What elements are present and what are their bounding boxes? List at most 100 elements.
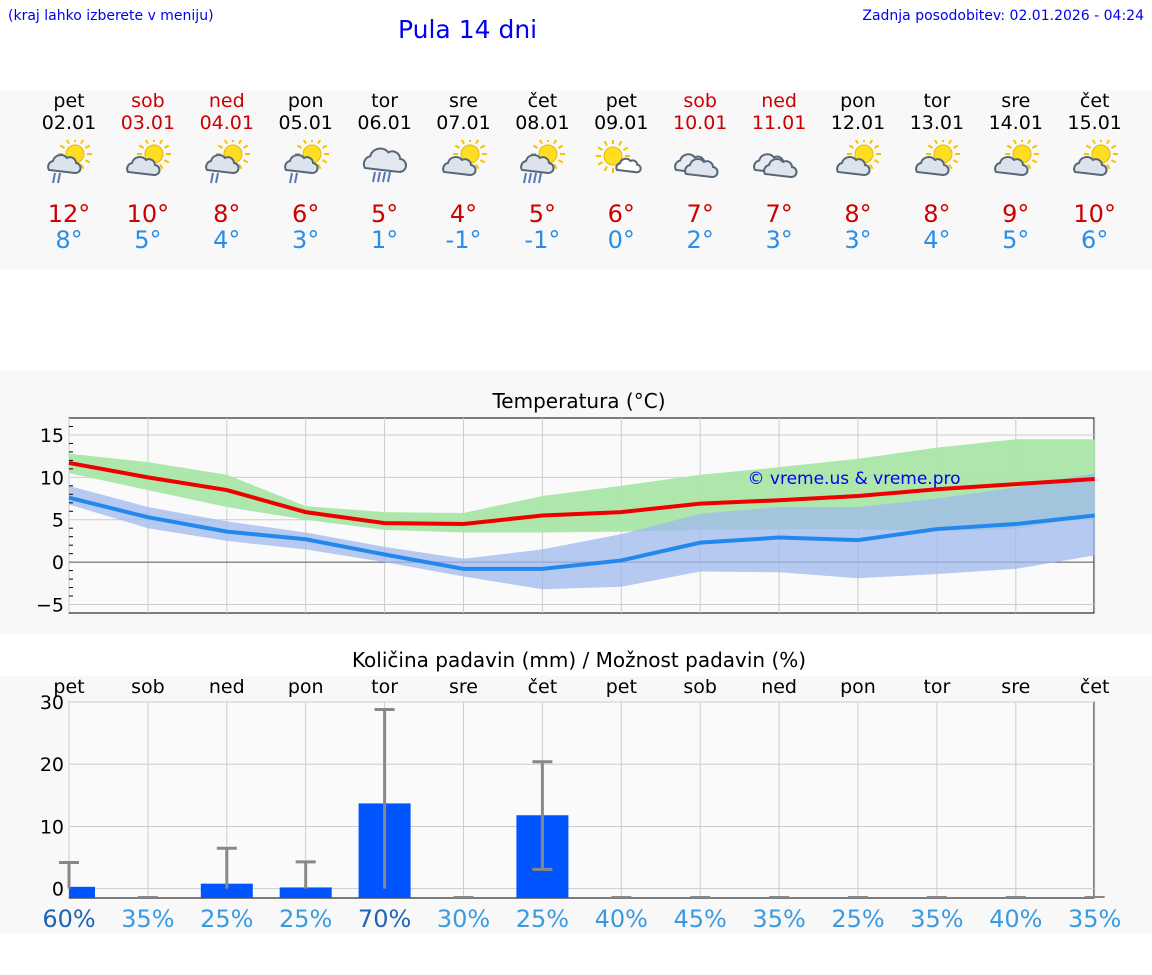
day-name: sre [1001,90,1031,112]
sun-cloud-icon [126,140,171,176]
precip-probability: 35% [121,905,174,933]
plot-area [68,701,1095,899]
temp-min: 5° [134,226,162,254]
precip-bar [200,883,253,898]
temp-min: -1° [445,226,482,254]
y-tick-label: 10 [40,467,64,489]
y-tick-label: 30 [40,692,64,714]
temp-min: -1° [524,226,561,254]
day-date: 08.01 [515,112,570,134]
precip-probability: 35% [910,905,963,933]
x-category-label: tor [371,676,398,698]
x-category-label: tor [923,676,950,698]
temp-min: 1° [370,226,399,254]
cloud-heavy-rain-icon [362,147,407,183]
temp-max: 7° [765,200,793,228]
sun-cloud-icon [836,140,881,176]
min_range-band [69,473,1095,590]
temp-min: 4° [923,226,951,254]
temp-max: 12° [47,200,91,228]
sun-cloud-icon [915,140,960,176]
precip-bar [279,887,332,898]
temp-max: 10° [1073,200,1116,228]
precip-probability: 45% [674,905,727,933]
sun-cloud-rain-icon [283,140,329,184]
temp-min: 3° [292,226,320,254]
day-name: tor [371,90,399,112]
cloudy-icon [753,153,798,178]
min-temp-line [68,495,1095,571]
precip-probability: 35% [752,905,805,933]
x-category-label: čet [528,676,558,698]
forecast-band [0,90,1152,270]
watermark: © vreme.us & vreme.pro [747,469,960,489]
precip-probability: 25% [831,905,884,933]
x-category-label: sre [1001,676,1030,698]
day-date: 13.01 [909,112,965,134]
y-tick-label: 0 [52,879,64,901]
x-category-label: pon [840,676,876,698]
day-name: pon [287,90,324,112]
temp-max: 5° [370,200,399,228]
forecast-days: pet 02.01 12° 8° sob 03.01 10° 5° ned 04.01 8° 4° po… [0,90,1152,270]
chart-title: Količina padavin (mm) / Možnost padavin … [352,648,806,672]
day-name: ned [761,90,797,112]
sun-cloud-rain-icon [204,140,250,184]
precip-probability: 25% [200,905,253,933]
precip-probability: 30% [437,905,490,933]
temp-max: 4° [449,200,478,228]
temp-max: 6° [607,200,635,228]
x-category-label: sob [131,676,165,698]
temp-max: 8° [844,200,872,228]
temp-max: 8° [923,200,951,228]
day-name: ned [208,90,245,112]
temp-min: 6° [1081,226,1109,254]
day-date: 12.01 [830,112,886,134]
x-category-label: sre [449,676,478,698]
precip-probability: 35% [1068,905,1121,933]
day-date: 06.01 [357,112,412,134]
y-tick-label: 20 [40,754,64,776]
day-name: sob [131,90,165,112]
day-date: 03.01 [120,112,176,134]
day-date: 15.01 [1067,112,1122,134]
last-updated: Zadnja posodobitev: 02.01.2026 - 04:24 [862,8,1144,24]
day-date: 10.01 [672,112,728,134]
x-category-label: ned [761,676,797,698]
y-tick-label: 10 [40,816,64,838]
x-category-label: ned [209,676,245,698]
day-date: 07.01 [436,112,491,134]
sun-cloud-icon [1072,140,1118,176]
sun-cloud-heavy-rain-icon [520,140,566,184]
temp-min: 0° [607,226,635,254]
day-name: tor [923,90,951,112]
x-category-label: sob [683,676,717,698]
day-name: pet [53,90,85,112]
temp-min: 3° [765,226,793,254]
precip-probability: 25% [516,905,569,933]
day-date: 14.01 [988,112,1043,134]
precip-probability: 25% [279,905,332,933]
precipitation-chart: Količina padavin (mm) / Možnost padavin … [40,648,1122,933]
day-date: 09.01 [594,112,649,134]
day-date: 11.01 [751,112,807,134]
sun-small-cloud-icon [596,140,642,174]
day-name: pet [605,90,637,112]
y-tick-label: −5 [36,595,64,617]
y-tick-label: 15 [40,425,64,447]
temp-max: 10° [126,200,170,228]
x-category-label: čet [1080,676,1110,698]
temp-max: 5° [528,200,557,228]
temp-min: 2° [686,226,714,254]
day-name: pon [840,90,876,112]
day-name: sob [683,90,717,112]
max-temp-line [68,460,1095,526]
page-title: Pula 14 dni [398,15,538,44]
precip-bar [69,886,95,898]
temp-max: 7° [686,200,714,228]
x-category-label: pet [606,676,637,698]
sun-cloud-icon [441,140,487,176]
y-tick-label: 5 [52,510,64,532]
y-tick-label: 0 [52,552,64,574]
precip-probability: 40% [595,905,648,933]
